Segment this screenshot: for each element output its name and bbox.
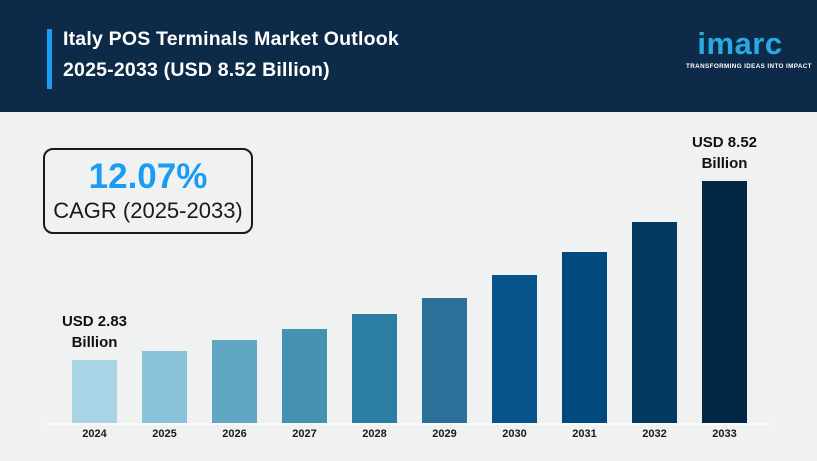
page-title-line2: 2025-2033 (USD 8.52 Billion) — [63, 59, 330, 81]
x-axis-label-2030: 2030 — [502, 428, 527, 440]
page-title: Italy POS Terminals Market Outlook 2025-… — [63, 24, 399, 86]
value-label-2033: USD 8.52 Billion — [691, 134, 758, 172]
imarc-logo-tagline: TRANSFORMING IDEAS INTO IMPACT — [686, 63, 812, 70]
bar-2028 — [352, 314, 397, 423]
bar-2025 — [142, 351, 187, 423]
x-axis-line — [45, 423, 772, 425]
header-banner: Italy POS Terminals Market Outlook 2025-… — [0, 0, 817, 112]
x-axis-label-2025: 2025 — [152, 428, 177, 440]
bar-2024 — [72, 360, 117, 423]
x-axis-label-2027: 2027 — [292, 428, 317, 440]
bar-2029 — [422, 298, 467, 423]
value-label-2024: USD 2.83 Billion — [61, 313, 128, 351]
page-title-line1: Italy POS Terminals Market Outlook — [63, 28, 399, 50]
bar-2031 — [562, 252, 607, 423]
cagr-value: 12.07% — [88, 157, 208, 196]
x-axis-label-2026: 2026 — [222, 428, 247, 440]
x-axis-label-2024: 2024 — [82, 428, 107, 440]
bar-2033 — [702, 181, 747, 423]
imarc-logo-wordmark: imarc — [697, 26, 783, 61]
cagr-badge: 12.07% CAGR (2025-2033) — [43, 148, 253, 234]
x-axis-label-2033: 2033 — [712, 428, 737, 440]
x-axis-label-2028: 2028 — [362, 428, 387, 440]
cagr-label: CAGR (2025-2033) — [53, 198, 243, 223]
bar-2027 — [282, 329, 327, 423]
bar-2030 — [492, 275, 537, 423]
x-axis-label-2032: 2032 — [642, 428, 667, 440]
title-accent-bar — [47, 29, 52, 89]
x-axis-label-2031: 2031 — [572, 428, 597, 440]
bar-2032 — [632, 222, 677, 423]
x-axis-label-2029: 2029 — [432, 428, 457, 440]
bar-2026 — [212, 340, 257, 423]
imarc-logo: imarc TRANSFORMING IDEAS INTO IMPACT — [686, 26, 812, 70]
